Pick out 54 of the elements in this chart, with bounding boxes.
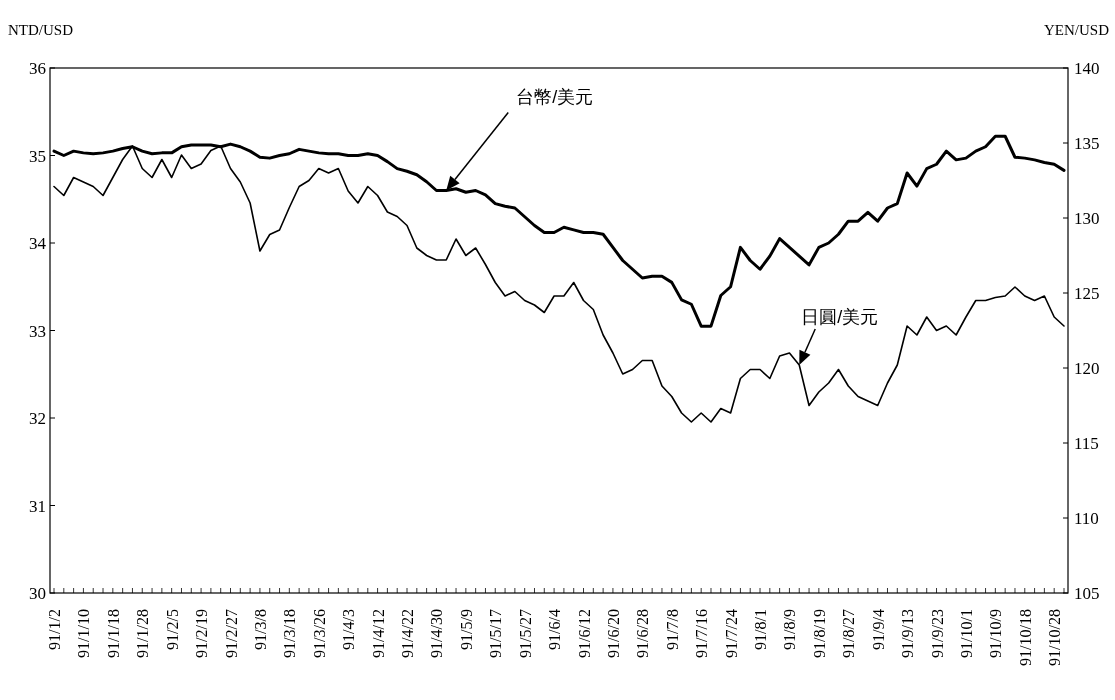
y-tick-label: 36 bbox=[29, 59, 46, 78]
y-tick-label: 30 bbox=[29, 584, 46, 603]
x-tick-label: 91/7/24 bbox=[722, 609, 740, 658]
x-tick-label: 91/2/19 bbox=[193, 609, 211, 658]
x-tick-label: 91/6/4 bbox=[546, 609, 564, 650]
x-tick-label: 91/8/27 bbox=[840, 609, 858, 658]
x-tick-label: 91/8/19 bbox=[810, 609, 828, 658]
x-tick-label: 91/4/30 bbox=[428, 609, 446, 658]
x-tick-label: 91/9/13 bbox=[899, 609, 917, 658]
y-tick-label: 35 bbox=[29, 146, 46, 166]
x-tick-label: 91/3/8 bbox=[251, 609, 269, 650]
x-tick-label: 91/9/23 bbox=[928, 609, 946, 658]
x-tick-label: 91/6/28 bbox=[634, 609, 652, 658]
x-tick-label: 91/4/22 bbox=[399, 609, 417, 658]
y2-tick-label: 120 bbox=[1074, 359, 1100, 378]
y2-axis-title: YEN/USD bbox=[1043, 22, 1110, 38]
x-tick-label: 91/8/9 bbox=[781, 609, 799, 650]
x-tick-label: 91/8/1 bbox=[752, 609, 770, 650]
y2-tick-label: 135 bbox=[1074, 134, 1100, 153]
x-tick-label: 91/5/9 bbox=[457, 609, 475, 650]
x-tick-label: 91/9/4 bbox=[869, 609, 887, 650]
x-tick-label: 91/2/27 bbox=[222, 609, 240, 658]
text: 台幣/美元 bbox=[516, 86, 594, 107]
x-tick-label: 91/1/10 bbox=[75, 609, 93, 658]
x-tick-label: 91/7/16 bbox=[693, 609, 711, 658]
y-tick-label: 33 bbox=[29, 321, 46, 341]
x-tick-label: 91/1/18 bbox=[104, 609, 122, 658]
series-label: 日圓/美元 bbox=[801, 307, 879, 327]
x-tick-label: 91/10/28 bbox=[1046, 609, 1064, 666]
y2-tick-label: 105 bbox=[1074, 584, 1100, 603]
x-tick-label: 91/6/20 bbox=[604, 609, 622, 658]
x-tick-label: 91/1/2 bbox=[46, 609, 63, 650]
x-tick-label: 91/4/12 bbox=[369, 609, 387, 658]
y-tick-label: 32 bbox=[29, 409, 46, 428]
x-tick-label: 91/10/1 bbox=[957, 609, 975, 658]
x-tick-label: 91/3/26 bbox=[310, 609, 328, 658]
y-tick-label: 34 bbox=[29, 234, 47, 253]
y-axis-title: NTD/USD bbox=[8, 22, 74, 38]
x-tick-label: 91/5/17 bbox=[487, 609, 505, 658]
x-tick-label: 91/10/18 bbox=[1016, 609, 1034, 666]
x-tick-label: 91/5/27 bbox=[516, 609, 534, 658]
y2-tick-label: 110 bbox=[1074, 509, 1099, 528]
y2-tick-label: 130 bbox=[1074, 209, 1100, 228]
x-tick-label: 91/4/3 bbox=[340, 609, 358, 650]
x-tick-label: 91/10/9 bbox=[987, 609, 1005, 658]
x-tick-label: 91/7/8 bbox=[663, 609, 681, 650]
y2-tick-label: 125 bbox=[1074, 284, 1100, 303]
x-tick-label: 91/2/5 bbox=[163, 609, 181, 650]
y2-tick-label: 140 bbox=[1074, 59, 1100, 78]
x-tick-label: 91/3/18 bbox=[281, 609, 299, 658]
y-tick-label: 31 bbox=[29, 496, 46, 516]
x-tick-label: 91/1/28 bbox=[134, 609, 152, 658]
y2-tick-label: 115 bbox=[1074, 434, 1099, 453]
x-tick-label: 91/6/12 bbox=[575, 609, 593, 658]
